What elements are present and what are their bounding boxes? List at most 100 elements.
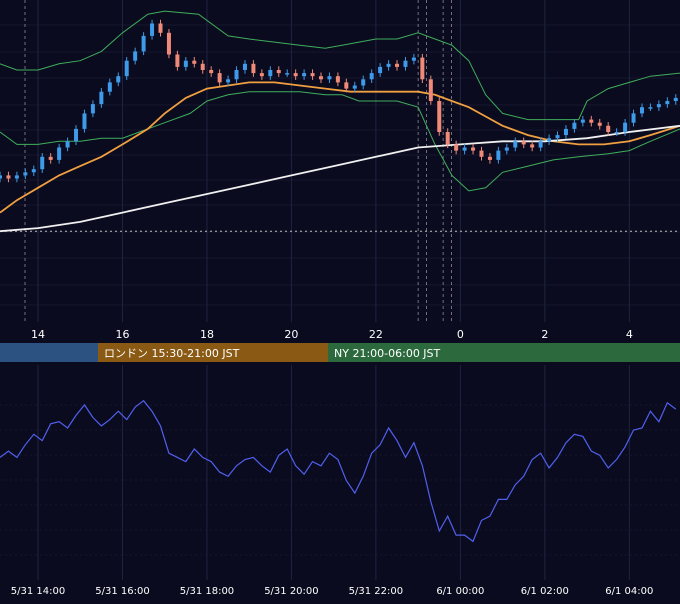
candle-body [124,60,129,77]
candle-body [116,76,121,83]
osc-x-tick-label: 6/1 04:00 [605,586,653,597]
candle-body [82,113,87,129]
candle-body [183,60,188,67]
candle-body [395,63,400,67]
price-x-tick-label: 16 [115,328,129,341]
candle-body [31,169,36,173]
candle-body [378,66,383,74]
candle-body [504,147,509,151]
candle-body [217,73,222,83]
candle-body [597,122,602,126]
osc-x-tick-label: 5/31 22:00 [349,586,403,597]
osc-x-tick-label: 6/1 02:00 [521,586,569,597]
candle-body [242,63,247,70]
price-x-tick-label: 20 [284,328,298,341]
candle-body [90,104,95,114]
candle-body [369,73,374,80]
candle-body [606,125,611,132]
candle-body [40,156,45,170]
session-bar-segment [0,343,98,362]
candle-body [361,79,366,86]
candle-body [639,107,644,114]
osc-x-tick-label: 5/31 14:00 [11,586,65,597]
candle-body [614,132,619,134]
candle-body [580,119,585,123]
candle-body [631,113,636,123]
candle-body [411,57,416,61]
candle-body [437,101,442,132]
candle-body [445,132,450,145]
candle-body [310,73,315,77]
candle-body [547,138,552,142]
candle-body [150,23,155,36]
price-x-tick-label: 2 [541,328,548,341]
candle-body [99,91,104,105]
candle-body [496,150,501,160]
candle-body [471,147,476,151]
osc-x-tick-label: 5/31 20:00 [264,586,318,597]
price-x-tick-label: 18 [200,328,214,341]
candle-body [648,107,653,109]
candle-body [462,147,467,151]
candle-body [74,128,79,142]
candle-body [318,76,323,80]
candle-body [192,60,197,64]
price-x-tick-label: 0 [457,328,464,341]
session-label: ロンドン 15:30-21:00 JST [104,347,240,360]
session-bar-segment [98,343,328,362]
candle-body [420,57,425,80]
candle-body [386,63,391,67]
candle-body [14,175,19,179]
candle-body [555,135,560,139]
candle-body [454,144,459,151]
session-bar-segment [328,343,680,362]
candle-body [428,79,433,101]
candle-body [487,156,492,160]
candle-body [673,97,678,101]
osc-x-tick-label: 5/31 18:00 [180,586,234,597]
candle-body [268,70,273,77]
candle-body [285,73,290,75]
candle-body [521,141,526,145]
candle-body [158,23,163,33]
bollinger-upper-band [0,10,680,121]
candle-body [57,147,62,160]
candle-body [327,76,332,80]
candle-body [0,175,2,179]
candle-body [403,60,408,67]
candle-body [335,76,340,83]
candle-body [65,141,70,148]
candle-body [563,128,568,136]
candle-body [107,82,112,92]
price-x-tick-label: 4 [626,328,633,341]
price-x-tick-label: 14 [31,328,45,341]
candle-body [259,73,264,77]
candle-body [276,70,281,74]
candle-body [479,150,484,157]
bollinger-lower-band [0,91,680,192]
candle-body [23,172,28,176]
session-label: NY 21:00-06:00 JST [334,347,441,360]
candle-body [209,70,214,74]
candle-body [48,156,53,160]
candle-body [656,104,661,108]
candle-body [234,70,239,80]
candle-body [623,122,628,132]
candle-body [589,119,594,123]
candle-body [133,51,138,61]
price-x-tick-label: 22 [369,328,383,341]
candle-body [166,32,171,55]
candle-body [665,101,670,105]
candle-body [141,35,146,52]
candle-body [344,82,349,89]
candle-body [302,73,307,77]
oscillator-line [0,399,677,543]
candle-body [200,63,205,70]
candle-body [352,85,357,89]
candle-body [293,73,298,77]
candle-body [251,63,256,74]
candle-body [572,122,577,129]
